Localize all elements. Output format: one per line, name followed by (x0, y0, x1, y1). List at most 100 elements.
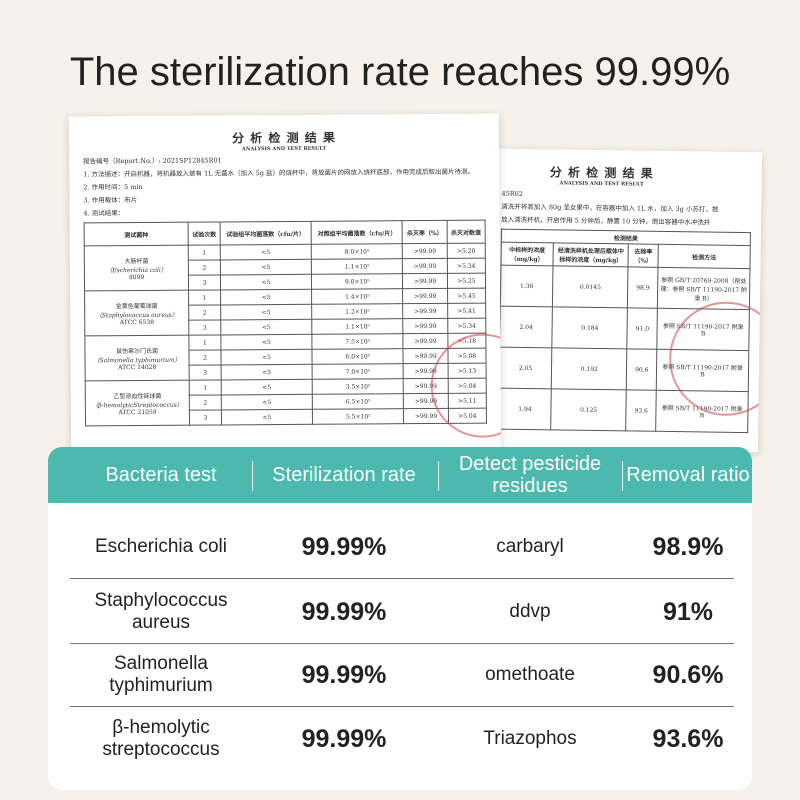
name-cell: carbaryl (496, 536, 564, 557)
cell: >99.99 (402, 258, 448, 274)
cell: 93.6 (626, 389, 657, 432)
cell: 1.1×10⁵ (311, 318, 404, 335)
cell: 7.0×10⁵ (312, 363, 404, 380)
cell: 2.05 (499, 347, 552, 389)
cell: 2.04 (499, 306, 553, 348)
rate-cell: 98.9% (652, 533, 724, 561)
cell: 1.1×10⁵ (311, 258, 403, 275)
header-divider (438, 461, 439, 491)
cell: 2 (189, 394, 222, 411)
header-cell: Removal ratio (626, 464, 750, 486)
name-cell: omethoate (485, 664, 575, 685)
strain-text: ATCC 21059 (118, 408, 157, 416)
strain-text: ATCC 14028 (118, 363, 157, 371)
cell: 2 (188, 259, 221, 276)
header-cell: 杀灭率（%） (402, 220, 448, 244)
cell: 1.94 (498, 388, 552, 430)
cell: 98.9 (627, 266, 659, 309)
summary-header: Bacteria test Sterilization rate Detect pe… (48, 447, 752, 503)
cell: >99.99 (403, 288, 448, 304)
header-divider (252, 461, 253, 491)
header-cell: 试验组平均菌落数（cfu/片） (219, 221, 312, 245)
cell: 9.0×10⁵ (311, 273, 404, 290)
cell: 2 (189, 349, 221, 366)
header-cell: Sterilization rate (272, 464, 416, 486)
cell: >99.99 (403, 318, 448, 334)
rate-cell: 93.6% (652, 725, 724, 753)
summary-table: Bacteria test Sterilization rate Detect pe… (48, 447, 752, 790)
header-cell: 试验次数 (188, 221, 221, 246)
header-cell: 杀灭对数值 (446, 220, 486, 244)
doc-line: 4. 测试结果： (83, 209, 125, 218)
cell: <5 (220, 319, 313, 335)
strain-text: 8099 (128, 273, 145, 281)
rate-cell: 99.99% (301, 533, 387, 561)
cell: <5 (220, 334, 313, 350)
cell: >5.34 (447, 258, 486, 274)
cell: <5 (221, 409, 313, 425)
cell: >5.25 (447, 273, 486, 289)
strain-text: （Staphylococcus aureus） (95, 311, 178, 319)
report-no: 45R02 (501, 189, 523, 198)
cell: >99.99 (403, 333, 448, 349)
name-cell: ddvp (509, 601, 551, 622)
cell: >5.20 (447, 243, 486, 259)
rate-cell: 99.99% (301, 598, 387, 626)
header-cell: Bacteria test (105, 464, 217, 486)
name-cell: β-hemolytic streptococcus (102, 717, 220, 760)
cell: >99.99 (402, 273, 448, 289)
headline: The sterilization rate reaches 99.99% (69, 50, 731, 94)
header-cell: 测试菌种 (84, 222, 189, 246)
cell: >5.34 (447, 318, 486, 334)
cell: <5 (221, 394, 313, 410)
rate-cell: 99.99% (301, 661, 387, 689)
cell: 91.0 (627, 307, 658, 350)
rate-cell: 91% (662, 598, 714, 626)
header-divider (622, 461, 623, 491)
cell: 0.0145 (552, 265, 629, 308)
cell: 3 (188, 274, 221, 291)
row-divider (70, 578, 734, 579)
header-cell: 对照组平均菌落数（cfu/片） (311, 220, 403, 245)
rate-cell: 99.99% (301, 725, 387, 753)
cell: 0.125 (550, 388, 627, 431)
cell: 1.2×10⁵ (311, 303, 404, 320)
doc-line: 1. 方法描述：开启机器，将机器放入装有 1L 无菌水（加入 5g 盐）的烧杯中… (83, 167, 475, 179)
cell: <5 (221, 379, 313, 395)
front-report: 分 析 检 测 结 果 ANALYSIS AND TEST RESULT 报告编… (68, 113, 502, 452)
cell: <5 (220, 274, 312, 290)
cell: 3.5×10⁵ (312, 378, 404, 395)
strain-cell: 鼠伤寒沙门氏菌 （Salmonella typhimurium） ATCC 1402… (84, 335, 190, 381)
cell: 7.5×10⁵ (312, 333, 404, 350)
cell: >5.45 (447, 288, 486, 304)
doc-line: 2. 作用时间：5 min (83, 182, 143, 192)
cell: 8.0×10⁵ (311, 243, 403, 260)
report-no: 报告编号（Report.No.）: 2021SP12845R01 (83, 156, 222, 166)
header-row: 中标样的浓度（mg/kg） 经清洗样机处理后载体中标样的浓度（mg/kg） 去除率（… (500, 242, 751, 269)
cell: <5 (220, 244, 312, 260)
cell: >99.99 (402, 243, 448, 259)
cell: 0.192 (551, 347, 628, 390)
header-row: 测试菌种 试验次数 试验组平均菌落数（cfu/片） 对照组平均菌落数（cfu/片） 杀灭… (84, 220, 486, 246)
strain-text: （Salmonella typhimurium） (93, 356, 181, 364)
header-cell: Detect pesticide residues (458, 453, 602, 497)
cell: 6.0×10⁵ (312, 348, 404, 365)
strain-cell: 金黄色葡萄球菌 （Staphylococcus aureus） ATCC 6538 (84, 290, 190, 336)
cell: >5.41 (447, 303, 486, 319)
cell: <5 (220, 364, 313, 380)
cell: 1 (188, 289, 221, 306)
cell: 3 (189, 409, 222, 426)
row-divider (70, 643, 734, 644)
rate-cell: 90.6% (652, 661, 724, 689)
cell: 6.5×10⁵ (312, 393, 404, 410)
cell: 1.4×10⁵ (311, 288, 404, 305)
doc-line: 放入清洗杯机，开启作用 5 分钟后，静置 10 分钟，倒出容器中水冲洗并 (501, 215, 711, 227)
name-cell: Triazophos (483, 728, 577, 749)
name-cell: Escherichia coli (95, 536, 227, 557)
cell: <5 (220, 289, 312, 305)
cell: 90.6 (626, 348, 657, 391)
cell: 3 (189, 364, 222, 381)
header-cell: 中标样的浓度（mg/kg） (500, 242, 554, 266)
strain-cell: 乙型溶血性链球菌 （β-hemolyticStreptococcus） ATCC 2… (85, 380, 190, 426)
